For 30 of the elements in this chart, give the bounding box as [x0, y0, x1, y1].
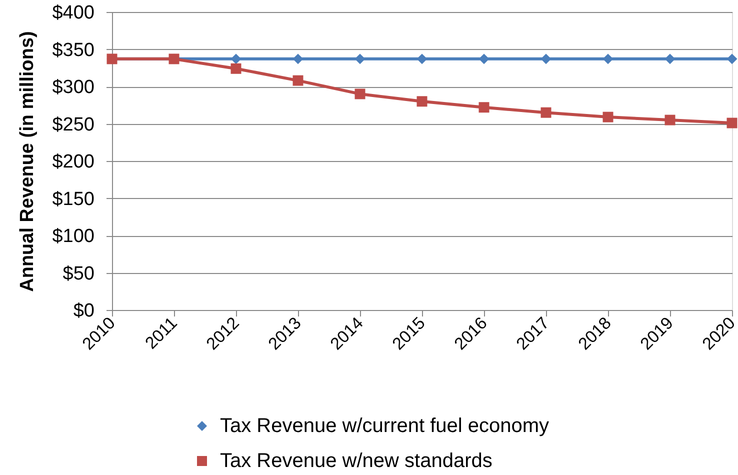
point	[540, 54, 552, 64]
point	[478, 102, 490, 113]
point	[416, 54, 428, 64]
point	[230, 54, 242, 64]
y-tick-label: $50	[62, 263, 94, 284]
y-axis-title: Annual Revenue (in millions)	[17, 31, 38, 292]
legend-label: Tax Revenue w/current fuel economy	[220, 415, 550, 437]
point	[726, 118, 738, 128]
y-tick-label: $100	[52, 226, 94, 247]
point	[354, 88, 366, 100]
point	[354, 54, 366, 64]
point	[416, 96, 428, 107]
y-tick-label: $300	[52, 77, 94, 98]
point	[230, 63, 242, 74]
y-tick-label: $250	[52, 114, 94, 136]
y-tick-label: $400	[52, 2, 94, 24]
point	[292, 54, 304, 64]
point	[602, 112, 614, 122]
y-tick-label: $200	[52, 152, 94, 172]
point	[478, 54, 490, 64]
point	[664, 114, 676, 126]
y-tick-label: $0	[73, 300, 94, 322]
y-tick-label: $350	[52, 40, 94, 61]
point	[292, 75, 304, 86]
point	[664, 54, 676, 64]
point	[540, 107, 552, 118]
y-tick-label: $150	[52, 188, 94, 210]
point	[726, 54, 738, 64]
point	[602, 54, 614, 64]
legend-label: Tax Revenue w/new standards	[220, 450, 492, 472]
